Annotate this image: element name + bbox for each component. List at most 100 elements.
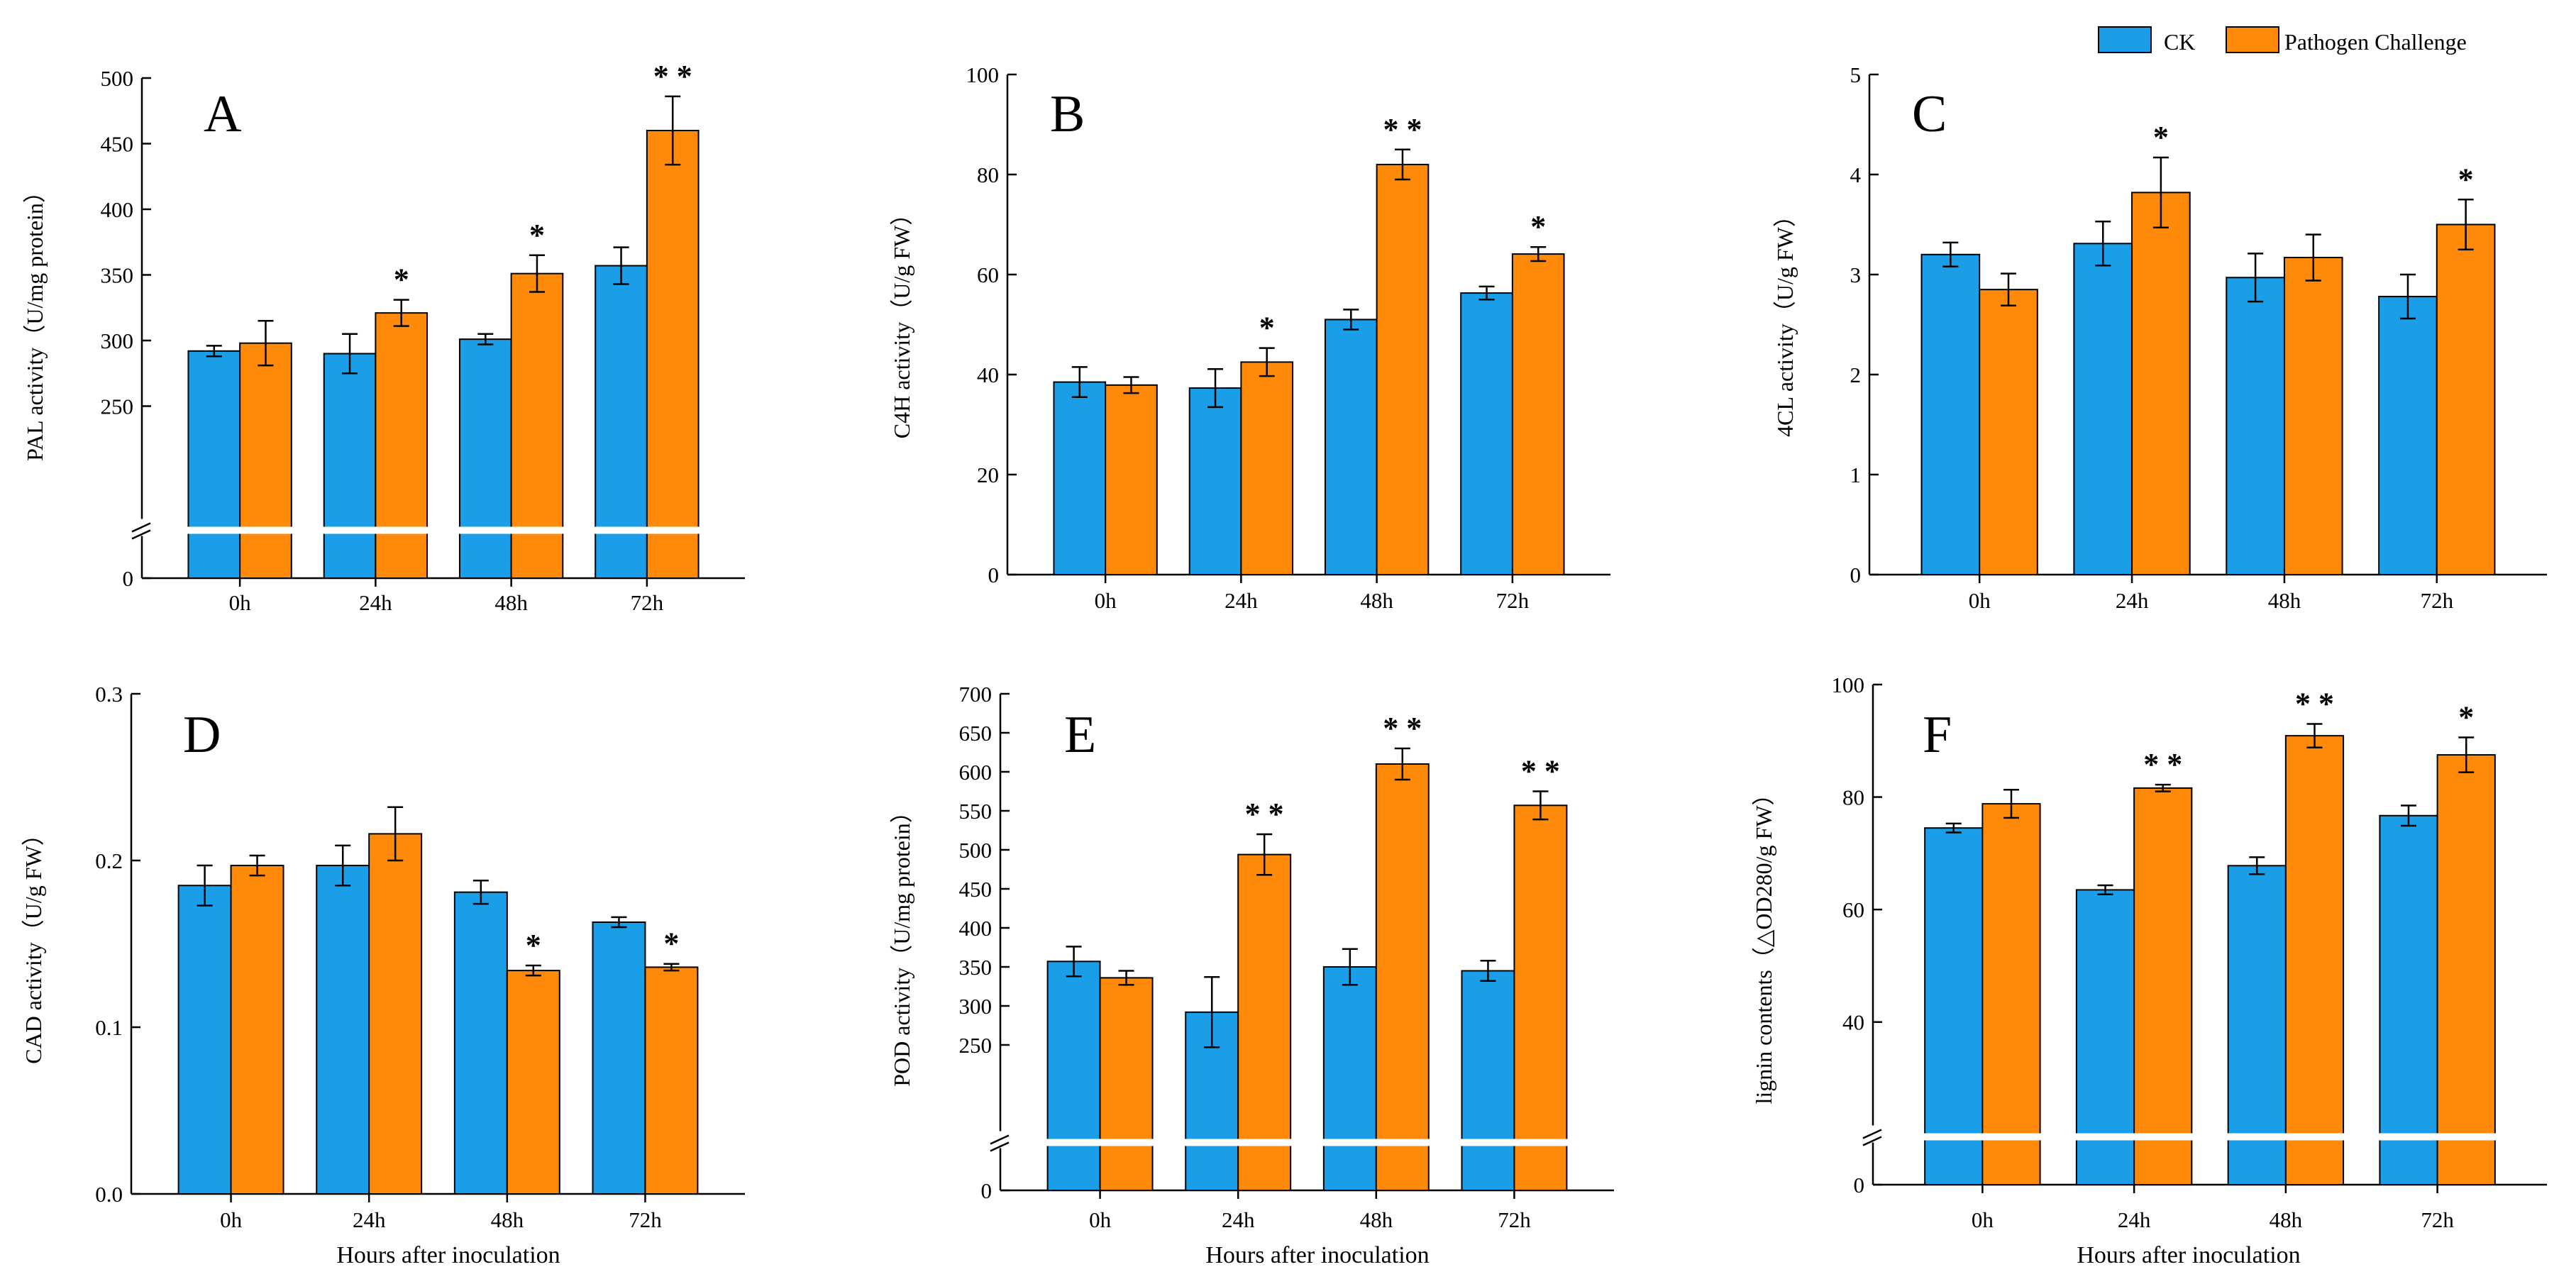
panel-e-x-axis-label: Hours after inoculation [1205,1242,1429,1268]
panel-c-x-tick-label: 24h [2116,588,2149,613]
panel-f-bar-ck-24h [2075,889,2135,1185]
panel-a-x-tick-label: 48h [494,590,528,615]
panel-b-y-tick-label: 60 [977,262,999,287]
panel-e-bar-pathogen-24h [1237,853,1292,1191]
panel-b-bar-pathogen-0h [1105,384,1158,575]
panel-e-bar-ck-48h [1322,966,1377,1191]
panel-c-label: C [1912,85,1947,143]
panel-f-x-tick-label: 0h [1972,1207,1994,1232]
legend-label-ck: CK [2164,29,2195,55]
panel-e-significance-48h: * * [1383,711,1422,746]
panel-a-label: A [204,85,241,143]
panel-a-bar-pathogen-0h [239,342,292,579]
panel-e-x-tick-label: 24h [1222,1207,1255,1232]
panel-d-bar-pathogen-24h [368,833,423,1195]
panel-d-cad-activity: D CAD activity（U/g FW） Hours after inocu… [21,682,745,1268]
panel-a-y-tick-label: 500 [101,66,134,91]
panel-e-axis-break-mark [990,1141,1010,1152]
panel-d-bar-ck-0h [177,885,232,1195]
panel-d-bar-pathogen-0h [230,865,284,1195]
panel-a-axis-break-mark [131,529,151,540]
panel-a-y-tick-label: 400 [101,197,134,222]
panel-c-y-tick-label: 2 [1850,362,1862,387]
panel-b-bar-ck-24h [1188,387,1242,575]
panel-d-bar-pathogen-48h [506,970,560,1195]
panel-b-significance-72h: * [1530,209,1546,244]
panel-c-y-tick-label: 4 [1850,162,1862,187]
panel-e-x-tick-label: 0h [1089,1207,1112,1232]
panel-e-axis-break-mark [990,1134,1010,1145]
panel-d-x-tick-label: 0h [220,1207,243,1232]
panel-b-label: B [1050,85,1085,143]
panel-b-y-tick-label: 0 [988,563,1000,587]
panel-a-x-tick-label: 0h [229,590,252,615]
panel-e-y-tick-label: 600 [959,760,993,785]
panel-e-bar-ck-0h [1046,961,1101,1192]
panel-f-y-tick-label: 80 [1842,785,1864,810]
panel-f-bar-pathogen-72h [2436,754,2496,1186]
panel-e-significance-72h: * * [1521,754,1560,789]
panel-f-y-tick-label: 60 [1842,897,1864,922]
panel-a-bar-ck-0h [187,350,241,579]
panel-c-bar-ck-48h [2226,277,2285,575]
panel-d-y-tick-label: 0.2 [95,848,123,873]
panel-f-lignin-contents: F lignin contents（△OD280/g FW） Hours aft… [1751,673,2547,1268]
panel-f-x-axis-label: Hours after inoculation [2077,1242,2300,1268]
panel-c-bar-pathogen-0h [1979,289,2038,575]
panel-b-bar-pathogen-72h [1511,253,1565,575]
panel-e-bar-pathogen-0h [1099,977,1154,1192]
panel-c-bar-ck-24h [2073,243,2133,575]
panel-f-significance-24h: * * [2143,747,2182,782]
panel-d-bar-ck-72h [592,921,646,1195]
panel-f-label: F [1923,706,1952,764]
panel-f-bar-pathogen-48h [2284,735,2345,1185]
panel-b-x-tick-label: 0h [1095,588,1117,613]
panel-a-significance-48h: * [529,218,545,253]
panel-d-label: D [183,706,221,764]
panel-e-y-tick-label: 450 [959,877,993,902]
panel-d-y-tick-label: 0.3 [95,682,123,707]
panel-d-bar-ck-48h [453,891,508,1195]
panel-c-bar-pathogen-24h [2131,192,2191,575]
panel-f-axis-break-mark [1862,1129,1882,1139]
panel-a-y-tick-label: 250 [101,394,134,419]
panel-c-bar-ck-0h [1920,253,1981,575]
panel-e-pod-activity: E POD activity（U/mg protein） Hours after… [889,682,1614,1268]
panel-b-significance-24h: * [1259,311,1275,345]
panel-b-y-axis-label: C4H activity（U/g FW） [889,203,914,438]
panel-c-x-tick-label: 48h [2268,588,2301,613]
panel-c-x-tick-label: 72h [2421,588,2454,613]
panel-b-y-tick-label: 100 [966,62,1000,87]
panel-c-y-tick-label: 0 [1850,563,1862,587]
panel-a-axis-break-mark [131,522,151,533]
panel-b-bar-ck-72h [1460,292,1513,575]
panel-f-significance-72h: * [2458,700,2474,735]
legend-swatch-ck [2098,26,2152,53]
panel-b-bar-ck-48h [1324,319,1378,575]
panel-a-y-axis-label: PAL activity（U/mg protein） [22,180,48,461]
panel-f-bar-ck-0h [1924,827,1984,1186]
panel-f-bar-pathogen-0h [1981,803,2041,1185]
panel-a-bar-pathogen-72h [646,130,700,579]
panel-e-bar-pathogen-48h [1375,763,1430,1191]
panel-d-x-tick-label: 24h [353,1207,386,1232]
panel-f-bar-ck-72h [2379,814,2438,1185]
panel-a-bar-ck-24h [323,353,377,579]
panel-d-y-tick-label: 0.1 [95,1015,123,1040]
panel-c-bar-pathogen-72h [2436,223,2496,575]
panel-c-significance-24h: * [2153,120,2169,155]
panel-a-x-tick-label: 72h [631,590,664,615]
panel-d-x-tick-label: 72h [629,1207,662,1232]
panel-e-y-tick-label: 250 [959,1033,993,1058]
panel-e-y-tick-label: 400 [959,916,993,941]
panel-a-y-tick-label: 0 [123,566,134,591]
panel-d-bar-pathogen-72h [644,966,699,1195]
panel-d-y-tick-label: 0.0 [95,1182,123,1207]
panel-f-x-tick-label: 72h [2421,1207,2454,1232]
panel-e-y-tick-label: 0 [981,1178,993,1203]
panel-b-x-tick-label: 72h [1496,588,1530,613]
panel-a-bar-ck-48h [458,338,512,579]
panel-c-bar-pathogen-48h [2283,257,2343,575]
panel-c-y-axis-label: 4CL activity（U/g FW） [1772,204,1798,437]
